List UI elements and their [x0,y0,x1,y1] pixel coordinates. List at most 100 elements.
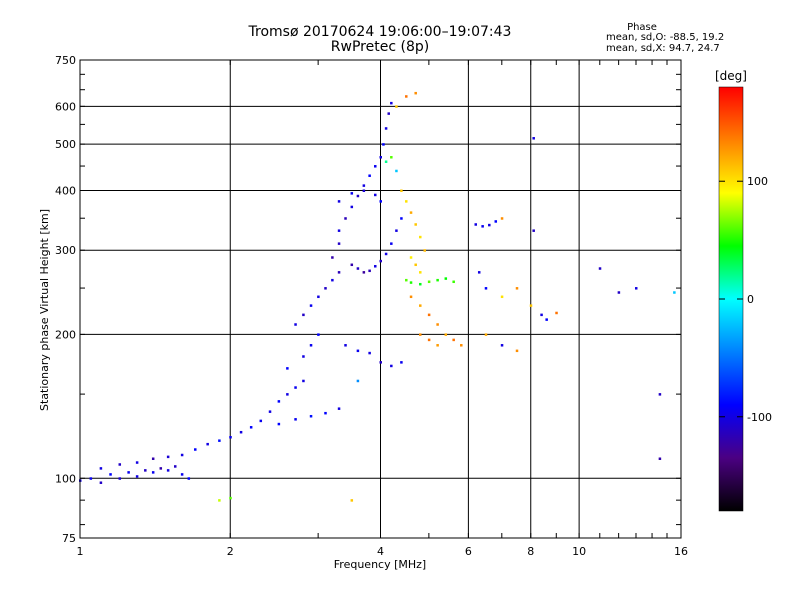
echo-point [419,271,422,274]
echo-point [409,295,413,299]
echo-point [350,192,354,195]
x-tick-label: 4 [377,545,384,558]
echo-point [166,455,170,459]
y-axis-label: Stationary phase Virtual Height [km] [38,209,51,411]
echo-point [481,225,484,228]
echo-point [151,471,155,474]
echo-point [405,200,408,203]
echo-point [337,229,341,232]
echo-point [460,344,463,347]
echo-point [500,344,504,347]
echo-point [218,439,221,442]
echo-point [362,184,366,187]
echo-point [374,193,377,197]
echo-point [239,430,243,434]
echo-point [302,313,305,317]
echo-point [350,499,354,502]
echo-point [400,189,403,192]
echo-point [390,364,393,368]
echo-point [194,448,197,451]
echo-point [118,463,122,466]
chart-subtitle: RwPretec (8p) [330,39,430,55]
x-tick-label: 16 [674,545,688,558]
echo-point [634,287,638,290]
echo-point [309,304,313,307]
y-tick-label: 600 [55,100,76,113]
colorbar-ticks: 100 0 -100 [719,175,772,424]
echo-point [414,91,417,95]
echo-point [337,200,341,203]
echo-point [356,379,360,383]
echo-point [436,323,439,326]
y-tick-label: 400 [55,184,76,197]
echo-point [390,101,393,105]
echo-point [419,333,422,336]
echo-point [331,256,334,259]
echo-point [159,467,163,470]
echo-point [409,211,413,214]
echo-point [286,393,289,396]
echo-point [384,252,388,256]
echo-point [309,414,313,418]
echo-point [294,323,297,326]
stats-heading: Phase [627,22,657,33]
echo-point [427,280,431,284]
echo-point [144,469,147,472]
echo-point [356,267,360,270]
echo-point [317,333,320,336]
echo-point [268,410,272,413]
echo-point [515,287,519,290]
echo-point [324,287,327,290]
y-tick-label: 750 [55,54,76,67]
echo-point [344,344,347,347]
echo-point [151,457,155,460]
echo-point [368,269,371,273]
echo-point [118,477,122,480]
echo-point [414,263,417,267]
echo-point [350,205,354,209]
echo-point [286,367,289,370]
echo-point [337,242,341,245]
echo-point [368,351,371,355]
echo-point [379,361,382,364]
echo-point [384,160,388,163]
echo-point [452,280,455,284]
echo-point [409,256,413,259]
echo-point [337,407,341,410]
echo-point [135,475,139,478]
echo-point [555,311,558,315]
echo-point [259,419,263,423]
echo-point [484,287,488,290]
echo-point [277,400,281,403]
echo-point [494,220,498,223]
y-tick-label: 100 [55,472,76,485]
echo-point [362,189,366,192]
colorbar-tick-label: 100 [747,175,768,188]
echo-point [294,418,297,421]
echo-point [395,169,398,173]
echo-point [218,499,221,502]
echo-point [532,229,535,232]
echo-point [540,313,543,317]
echo-point [180,453,184,457]
echo-point [436,278,439,282]
echo-point [419,304,422,307]
echo-point [309,344,313,347]
echo-point [229,496,232,500]
echo-point [444,333,448,336]
echo-point [135,461,139,464]
echo-point [109,473,112,476]
echo-point [532,137,535,140]
echo-point [187,477,191,480]
chart-title: Tromsø 20170624 19:06:00–19:07:43 [248,24,512,40]
echo-point [658,393,662,396]
echo-point [427,313,431,317]
echo-point [484,333,488,336]
echo-point [166,469,170,472]
y-tick-label: 500 [55,138,76,151]
echo-point [390,156,393,159]
x-tick-label: 1 [77,545,84,558]
echo-point [229,435,232,439]
colorbar-tick-label: 0 [747,293,754,306]
